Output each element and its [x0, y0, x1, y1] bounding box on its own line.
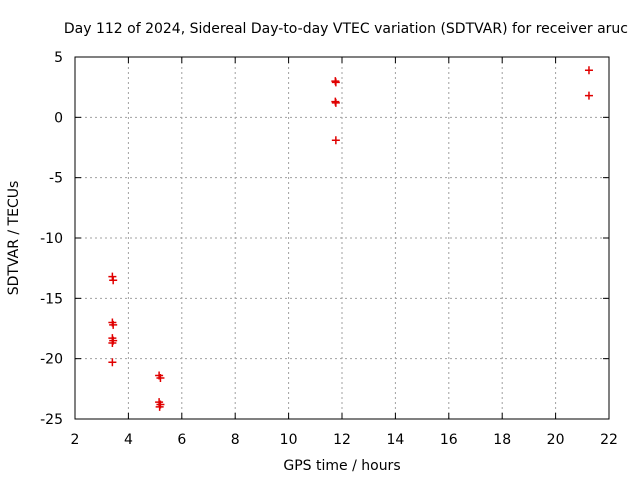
data-point: [109, 276, 118, 285]
x-tick-label: 22: [600, 432, 618, 448]
data-point: [331, 78, 340, 87]
data-point: [109, 320, 118, 329]
grid-lines: [75, 57, 609, 419]
data-point: [108, 272, 117, 281]
x-tick-label: 2: [71, 432, 80, 448]
x-axis-ticks: 2 4 6 8 10 12 14 16 18 20 22: [71, 57, 618, 448]
data-points: [108, 66, 593, 411]
y-axis-ticks: -25 -20 -15 -10 -5 0 5: [40, 50, 609, 428]
x-tick-label: 18: [493, 432, 511, 448]
x-tick-label: 6: [177, 432, 186, 448]
data-point: [156, 373, 165, 382]
data-point: [108, 358, 117, 367]
y-tick-label: -5: [49, 171, 63, 187]
data-point: [331, 98, 340, 107]
x-tick-label: 10: [280, 432, 298, 448]
y-tick-label: 5: [54, 50, 63, 66]
x-tick-label: 12: [333, 432, 351, 448]
x-tick-label: 14: [386, 432, 404, 448]
x-tick-label: 8: [231, 432, 240, 448]
chart-title: Day 112 of 2024, Sidereal Day-to-day VTE…: [64, 21, 628, 37]
x-tick-label: 16: [440, 432, 458, 448]
data-point: [584, 66, 593, 75]
x-tick-label: 4: [124, 432, 133, 448]
y-axis-label: SDTVAR / TECUs: [6, 181, 22, 296]
y-tick-label: 0: [54, 110, 63, 126]
y-tick-label: -25: [40, 412, 63, 428]
y-tick-label: -20: [40, 352, 63, 368]
x-tick-label: 20: [547, 432, 565, 448]
data-point: [331, 136, 340, 145]
data-point: [584, 91, 593, 100]
data-point: [155, 402, 164, 411]
data-point: [108, 338, 117, 347]
x-axis-label: GPS time / hours: [283, 458, 400, 474]
y-tick-label: -15: [40, 291, 63, 307]
y-tick-label: -10: [40, 231, 63, 247]
